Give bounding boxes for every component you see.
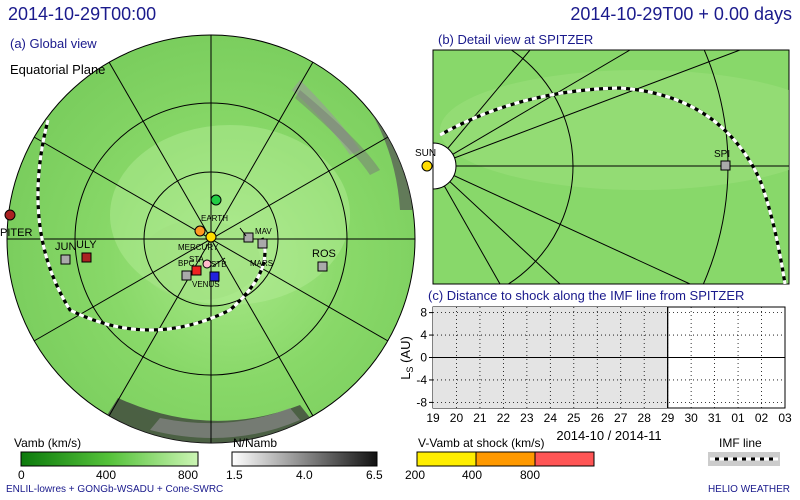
mav-marker [243,232,254,243]
main-title: 2014-10-29T00:00 [8,4,157,24]
chart-xtick-label: 20 [450,411,464,425]
global-bodies [4,194,328,282]
uly-marker [81,252,92,263]
chart-xtick-label: 24 [544,411,558,425]
provider-credit: HELIO WEATHER [707,484,790,495]
imf-line-legend [708,452,780,466]
stb-marker [209,271,220,282]
sun-marker [205,231,217,243]
vamb-tick-0: 0 [18,468,25,482]
imf-legend-title: IMF line [719,436,762,450]
chart-xtick-label: 01 [731,411,745,425]
jun-marker [60,254,71,265]
label-ros: ROS [312,248,336,260]
detail-spi-marker [720,160,731,171]
chart-xtick-label: 29 [661,411,675,425]
chart-xtick-label: 22 [497,411,511,425]
chart-xlabel: 2014-10 / 2014-11 [556,428,661,443]
model-credit: ENLIL-lowres + GONGb-WSADU + Cone-SWRC [6,484,224,495]
distance-chart: 8 4 0 -4 -8 19 20 21 22 23 24 25 26 27 28 29 30 31 01 02 03… [398,306,792,443]
chart-ytick-label: 4 [420,328,427,342]
mercury-marker [194,225,206,237]
detail-spi-label: SPI [714,149,730,160]
detail-sun-marker [421,160,433,172]
chart-ytick-label: -4 [416,373,427,387]
chart-xtick-label: 21 [473,411,487,425]
label-mars: MARS [250,259,273,268]
namb-tick-0: 1.5 [226,468,243,482]
detail-view-panel [421,49,790,285]
chart-ytick-label: -8 [416,395,427,409]
shock-colorbar [416,451,595,467]
earth-marker [210,194,222,206]
vamb-tick-1: 400 [96,468,117,482]
distance-panel-title: (c) Distance to shock along the IMF line… [428,288,745,303]
label-bpc: BPC [178,259,195,268]
piter-marker [4,209,16,221]
time-offset-title: 2014-10-29T00 + 0.00 days [570,4,792,24]
sta-marker [191,265,202,276]
chart-ytick-label: 8 [420,306,427,320]
namb-tick-2: 6.5 [366,468,383,482]
chart-xtick-label: 25 [567,411,581,425]
chart-xtick-label: 26 [591,411,605,425]
chart-xtick-label: 23 [520,411,534,425]
label-venus: VENUS [192,280,220,289]
namb-tick-1: 4.0 [296,468,313,482]
label-sta: STA [189,255,205,264]
ros-marker [317,261,328,272]
label-jun: JUN [55,241,76,253]
mars-marker [257,238,268,249]
label-earth: EARTH [201,214,228,223]
namb-colorbar [231,451,378,467]
label-mav: MAV [255,227,272,236]
chart-xtick-label: 28 [638,411,652,425]
chart-xtick-label: 03 [778,411,792,425]
label-uly: ULY [76,239,97,251]
chart-xtick-label: 19 [426,411,440,425]
shock-legend-title: V-Vamb at shock (km/s) [418,436,545,450]
vamb-legend-title: Vamb (km/s) [14,436,82,450]
chart-ylabel: LS (AU) [398,336,415,380]
namb-legend-title: N/Namb [233,436,278,450]
shock-tick-0: 200 [405,468,426,482]
global-view-label: (a) Global view [10,36,97,51]
chart-xtick-label: 30 [684,411,698,425]
detail-view-label: (b) Detail view at SPITZER [438,32,594,47]
shock-tick-1: 400 [462,468,483,482]
chart-xtick-label: 02 [755,411,769,425]
vamb-tick-2: 800 [178,468,199,482]
chart-ytick-label: 0 [420,351,427,365]
equatorial-plane-label: Equatorial Plane [10,62,106,77]
label-piter: PITER [0,227,32,239]
shock-tick-2: 800 [520,468,541,482]
detail-sun-label: SUN [415,148,436,159]
vamb-colorbar [20,451,199,467]
chart-xtick-label: 27 [614,411,628,425]
label-stb: STB [211,260,227,269]
venus-marker [202,259,212,269]
label-mercury: MERCURY [178,243,219,252]
bpc-marker [181,270,192,281]
chart-xtick-label: 31 [708,411,722,425]
